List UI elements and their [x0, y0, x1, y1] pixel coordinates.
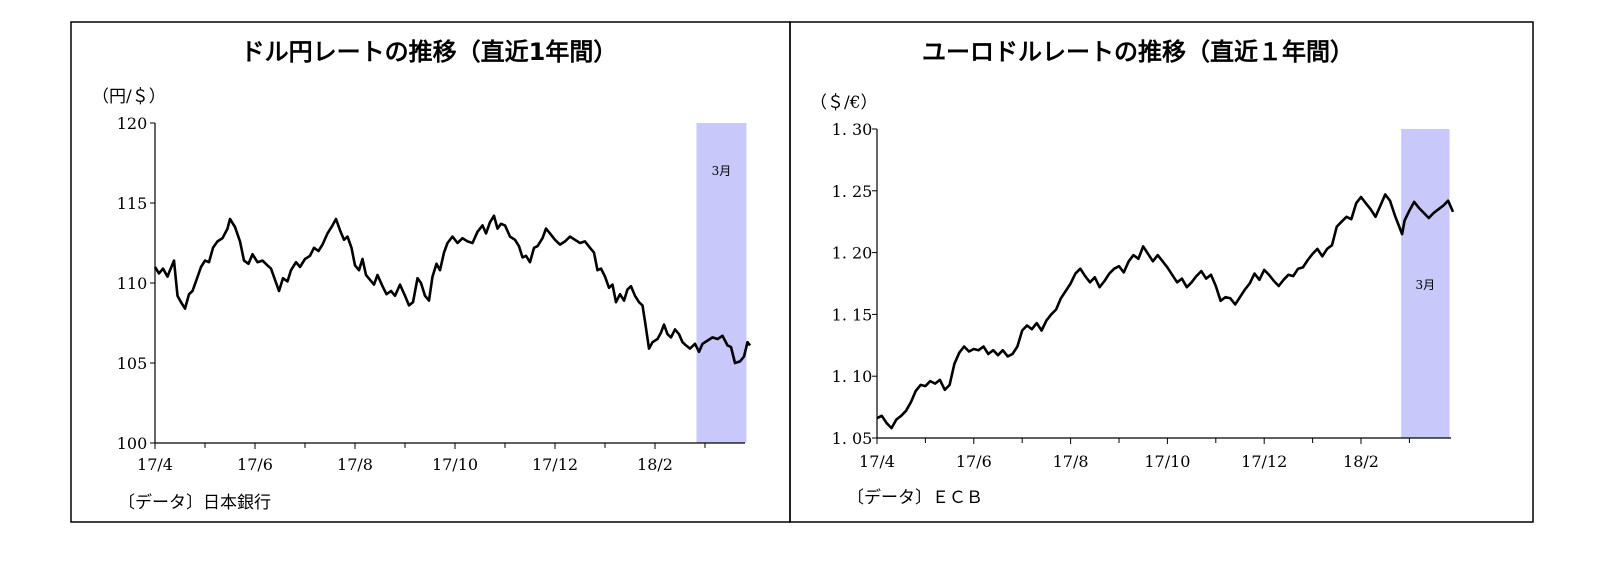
- eur-usd-x-tick-label: 18/2: [1343, 452, 1379, 471]
- usd-jpy-title: ドル円レートの推移（直近1年間）: [241, 38, 618, 66]
- right-panel-frame: [789, 21, 1534, 523]
- usd-jpy-panel: ドル円レートの推移（直近1年間） （円/＄） 3月 100 105 110 115 12…: [92, 38, 752, 513]
- usd-jpy-unit-label: （円/＄）: [92, 87, 166, 107]
- eur-usd-x-tick-label: 17/12: [1241, 452, 1287, 471]
- eur-usd-y-tick-label: 1. 05: [832, 429, 873, 448]
- eur-usd-y-tick-label: 1. 25: [832, 182, 873, 201]
- eur-usd-panel: ユーロドルレートの推移（直近１年間） （＄/€） 3月 1. 05 1. 10 1.…: [810, 38, 1455, 508]
- usd-jpy-march-band-label: 3月: [712, 164, 732, 178]
- eur-usd-x-tick-label: 17/8: [1053, 452, 1089, 471]
- usd-jpy-y-tick-label: 110: [117, 274, 148, 293]
- usd-jpy-x-tick-label: 18/2: [637, 455, 673, 474]
- eur-usd-x-tick-label: 17/10: [1144, 452, 1190, 471]
- eur-usd-y-tick-label: 1. 15: [832, 305, 873, 324]
- usd-jpy-x-tick-label: 17/4: [137, 455, 173, 474]
- eur-usd-march-band: [1401, 129, 1450, 438]
- eur-usd-x-tick-label: 17/4: [859, 452, 895, 471]
- usd-jpy-y-tick-label: 120: [117, 114, 148, 133]
- usd-jpy-march-band: [696, 123, 747, 443]
- eur-usd-unit-label: （＄/€）: [810, 93, 878, 113]
- eur-usd-series-line: [876, 193, 1455, 430]
- usd-jpy-y-tick-label: 105: [117, 354, 148, 373]
- eur-usd-x-tick-label: 17/6: [956, 452, 992, 471]
- usd-jpy-y-tick-label: 115: [117, 194, 148, 213]
- usd-jpy-source: 〔データ〕日本銀行: [118, 492, 271, 513]
- eur-usd-source: 〔データ〕ＥＣＢ: [847, 487, 983, 508]
- usd-jpy-x-tick-label: 17/12: [532, 455, 578, 474]
- usd-jpy-x-tick-label: 17/6: [237, 455, 273, 474]
- usd-jpy-y-tick-label: 100: [117, 434, 148, 453]
- usd-jpy-x-tick-label: 17/8: [337, 455, 373, 474]
- eur-usd-title: ユーロドルレートの推移（直近１年間）: [922, 38, 1354, 66]
- eur-usd-y-tick-label: 1. 30: [832, 120, 873, 139]
- usd-jpy-series-line: [153, 214, 752, 365]
- eur-usd-y-tick-label: 1. 10: [832, 367, 873, 386]
- usd-jpy-x-tick-label: 17/10: [432, 455, 478, 474]
- eur-usd-march-band-label: 3月: [1416, 278, 1436, 292]
- eur-usd-y-tick-label: 1. 20: [832, 244, 873, 263]
- left-panel-frame: [70, 21, 791, 523]
